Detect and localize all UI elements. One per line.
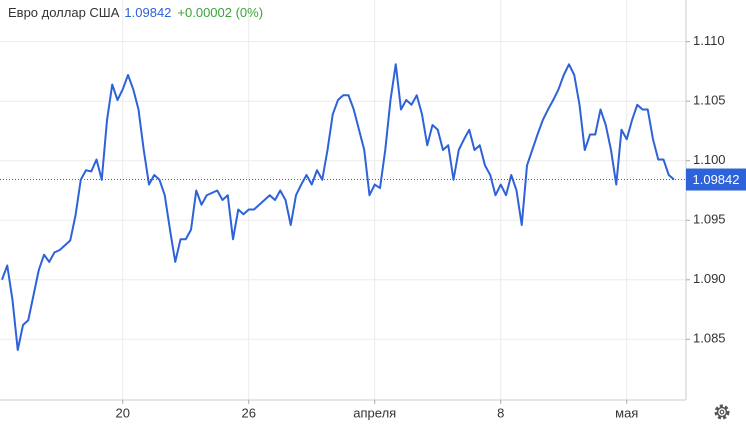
y-tick-label: 1.105 bbox=[693, 93, 726, 108]
y-tick-label: 1.085 bbox=[693, 331, 726, 346]
gear-hole bbox=[719, 409, 725, 415]
y-tick-label: 1.095 bbox=[693, 212, 726, 227]
gear-teeth bbox=[714, 404, 730, 420]
chart-title: Евро доллар США 1.09842 +0.00002 (0%) bbox=[8, 5, 263, 20]
y-tick-label: 1.100 bbox=[693, 152, 726, 167]
price: 1.09842 bbox=[124, 5, 171, 20]
x-tick-label: 8 bbox=[497, 405, 504, 420]
y-tick-label: 1.110 bbox=[693, 33, 725, 48]
y-tick-label: 1.090 bbox=[693, 271, 726, 286]
instrument-name: Евро доллар США bbox=[8, 5, 120, 20]
change: +0.00002 (0%) bbox=[177, 5, 263, 20]
current-price-badge bbox=[686, 168, 746, 191]
x-tick-label: апреля bbox=[353, 405, 396, 420]
current-price-label: 1.09842 bbox=[693, 172, 740, 187]
grid bbox=[0, 0, 686, 400]
settings-icon[interactable] bbox=[714, 404, 730, 420]
gear-ring bbox=[716, 406, 728, 418]
x-tick-label: 20 bbox=[116, 405, 130, 420]
x-tick-label: мая bbox=[615, 405, 638, 420]
x-tick-label: 26 bbox=[242, 405, 256, 420]
price-line bbox=[1, 63, 675, 351]
